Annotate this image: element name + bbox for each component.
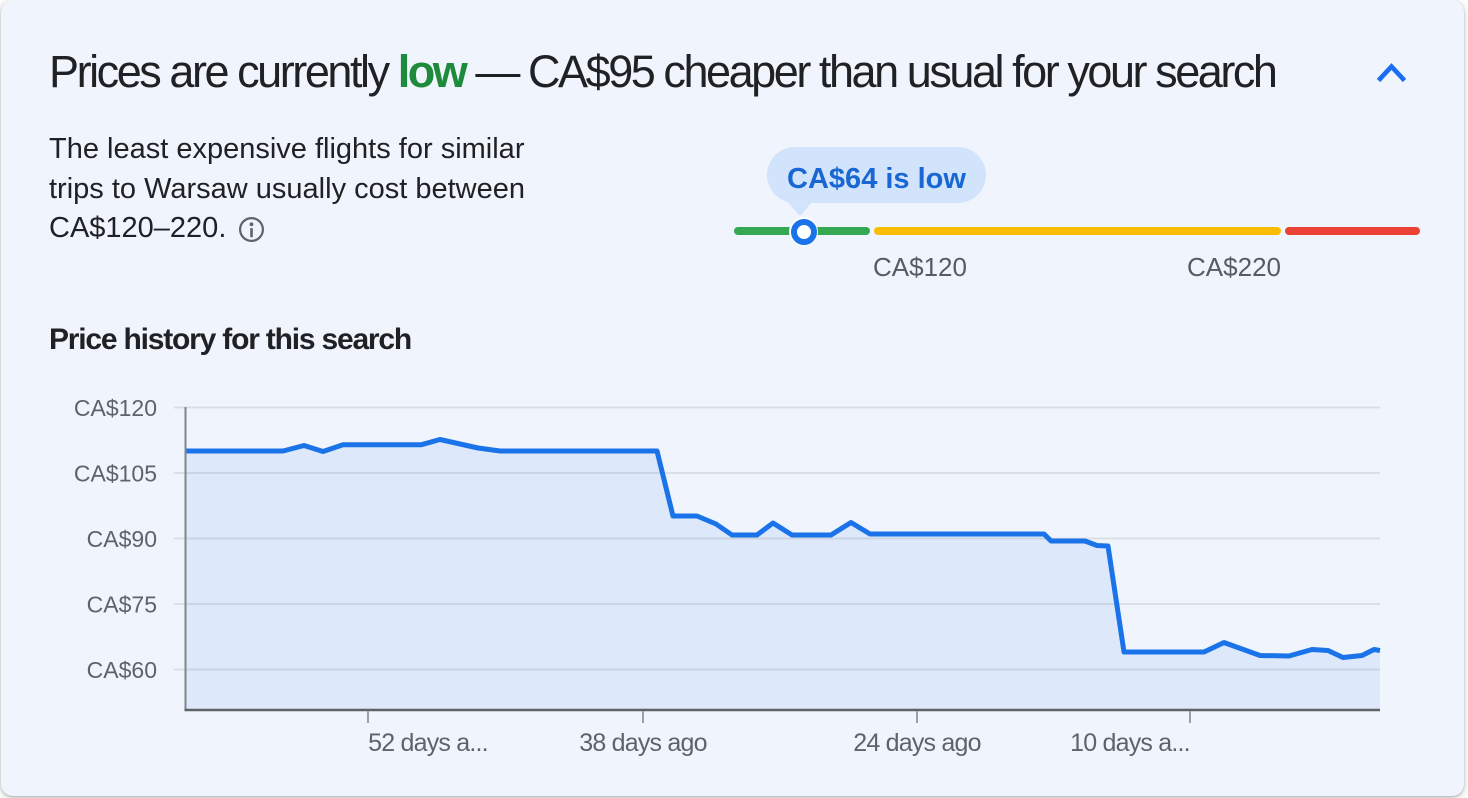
- svg-text:38 days ago: 38 days ago: [579, 729, 706, 757]
- svg-text:CA$105: CA$105: [74, 460, 157, 486]
- svg-text:CA$60: CA$60: [87, 657, 157, 683]
- svg-text:24 days ago: 24 days ago: [853, 729, 980, 757]
- svg-text:CA$120: CA$120: [74, 395, 157, 421]
- svg-text:10 days a...: 10 days a...: [1070, 729, 1190, 757]
- svg-text:CA$75: CA$75: [87, 591, 157, 617]
- svg-text:52 days a...: 52 days a...: [368, 729, 488, 757]
- svg-text:CA$90: CA$90: [87, 526, 157, 552]
